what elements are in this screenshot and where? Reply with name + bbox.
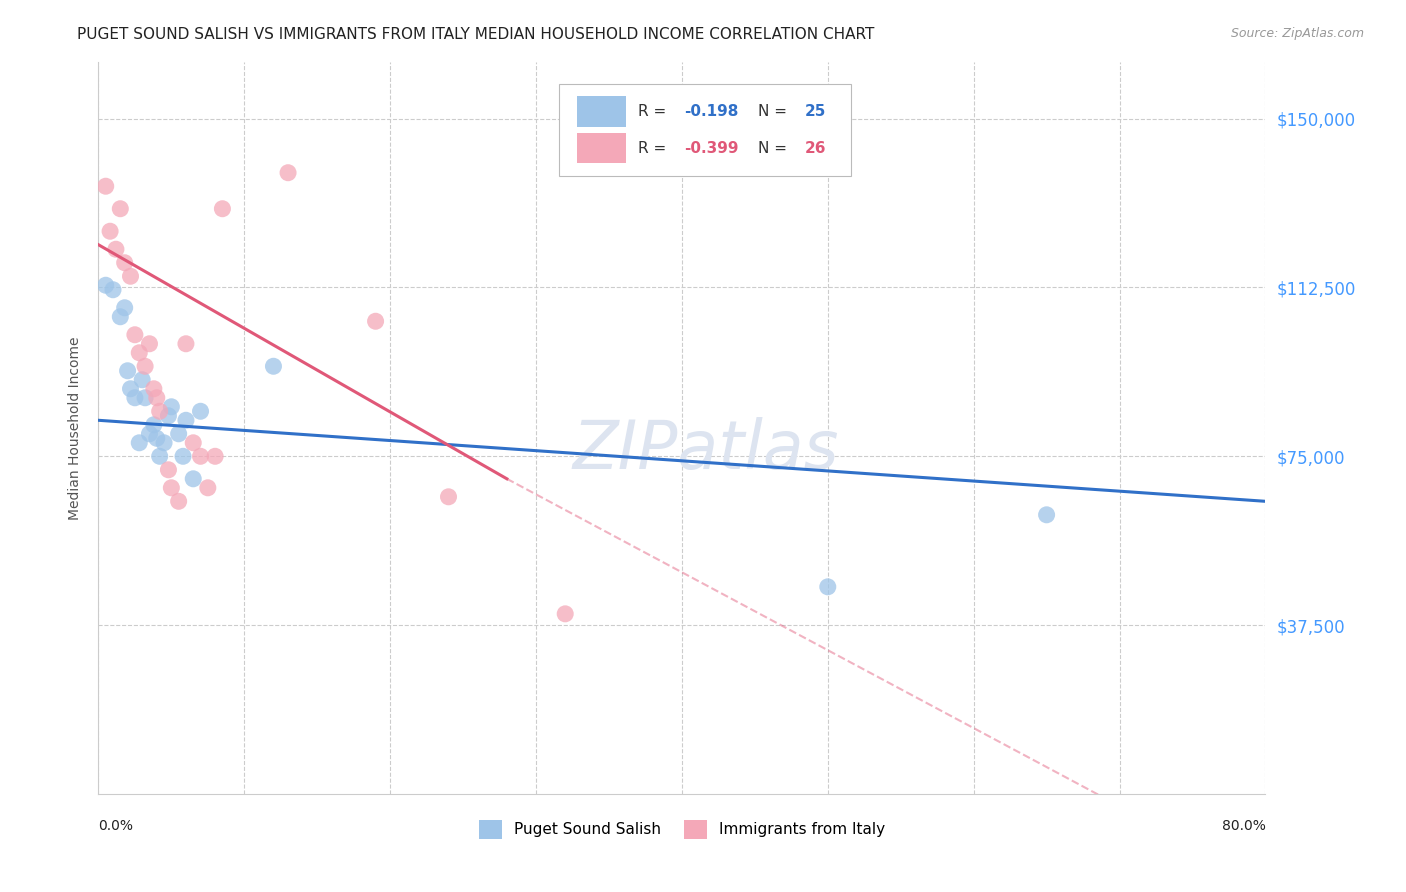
Point [134,391,156,405]
Point [124,327,146,342]
Point [364,314,387,328]
Point [181,472,204,486]
Text: 25: 25 [804,104,825,119]
Point [174,336,197,351]
Point [197,481,219,495]
Point [437,490,460,504]
Point [146,391,169,405]
Point [131,373,153,387]
Point [94,179,117,194]
Point [104,242,127,256]
Point [114,256,136,270]
Point [172,450,194,464]
Point [94,278,117,293]
Point [181,435,204,450]
Point [128,345,150,359]
Text: -0.198: -0.198 [685,104,738,119]
Legend: Puget Sound Salish, Immigrants from Italy: Puget Sound Salish, Immigrants from Ital… [472,814,891,845]
Point [167,426,190,441]
Point [262,359,284,374]
Point [138,336,160,351]
Point [117,364,139,378]
Point [146,431,169,445]
Text: Source: ZipAtlas.com: Source: ZipAtlas.com [1230,27,1364,40]
FancyBboxPatch shape [576,96,626,127]
Point [174,413,197,427]
Point [120,382,142,396]
Text: N =: N = [758,104,792,119]
Point [277,166,299,180]
Point [114,301,136,315]
Point [160,481,183,495]
Text: R =: R = [637,104,671,119]
Y-axis label: Median Household Income: Median Household Income [67,336,82,520]
Point [160,400,183,414]
Text: 26: 26 [804,141,825,155]
Point [142,417,165,432]
Point [142,382,165,396]
Point [110,202,132,216]
Text: N =: N = [758,141,792,155]
Point [167,494,190,508]
Point [120,269,142,284]
Point [149,404,172,418]
Point [554,607,576,621]
Text: 0.0%: 0.0% [98,820,134,833]
Point [190,450,212,464]
Point [149,450,172,464]
Point [204,450,226,464]
Point [134,359,156,374]
Point [98,224,121,238]
FancyBboxPatch shape [560,85,851,176]
Point [153,435,176,450]
Point [138,426,160,441]
Text: 80.0%: 80.0% [1222,820,1265,833]
Point [190,404,212,418]
FancyBboxPatch shape [576,133,626,163]
Text: R =: R = [637,141,671,155]
Point [1035,508,1057,522]
Point [101,283,124,297]
Point [128,435,150,450]
Point [211,202,233,216]
Text: -0.399: -0.399 [685,141,738,155]
Text: ZIPatlas: ZIPatlas [572,417,838,483]
Text: PUGET SOUND SALISH VS IMMIGRANTS FROM ITALY MEDIAN HOUSEHOLD INCOME CORRELATION : PUGET SOUND SALISH VS IMMIGRANTS FROM IT… [77,27,875,42]
Point [110,310,132,324]
Point [157,463,180,477]
Point [817,580,839,594]
Point [157,409,180,423]
Point [124,391,146,405]
